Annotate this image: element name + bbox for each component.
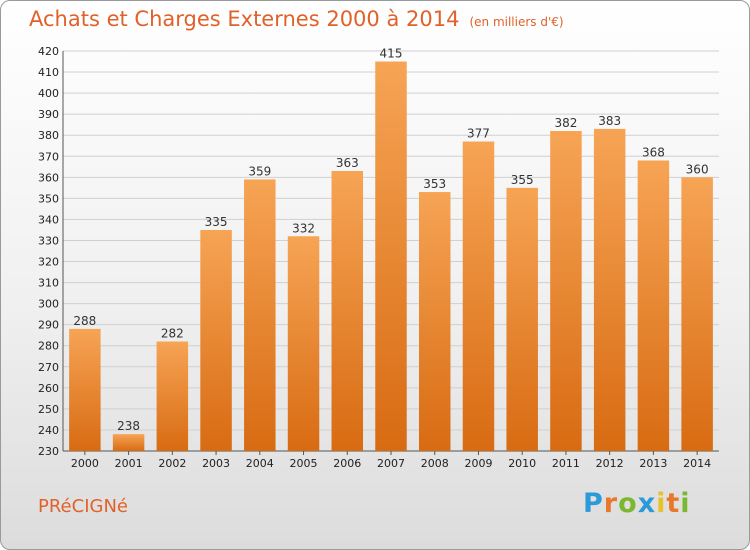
- y-tick-label: 330: [38, 234, 59, 247]
- x-tick-label: 2003: [202, 457, 230, 470]
- value-label-2002: 282: [161, 327, 184, 341]
- x-tick-label: 2009: [464, 457, 492, 470]
- bar-2014: [681, 177, 713, 451]
- value-label-2000: 288: [73, 314, 96, 328]
- x-tick-label: 2008: [421, 457, 449, 470]
- value-label-2007: 415: [380, 47, 403, 61]
- x-tick-label: 2012: [596, 457, 624, 470]
- y-tick-label: 350: [38, 192, 59, 205]
- y-tick-labels: 230 240 250 260 270 280 290 300 310 320 330 340 350 3…: [38, 45, 59, 458]
- x-tick-label: 2000: [71, 457, 99, 470]
- bar-2002: [156, 341, 189, 451]
- bar-2006: [331, 171, 364, 451]
- value-label-2004: 359: [248, 164, 271, 178]
- y-tick-label: 400: [38, 87, 59, 100]
- y-tick-label: 380: [38, 129, 59, 142]
- value-label-2008: 353: [423, 177, 446, 191]
- y-tick-label: 280: [38, 340, 59, 353]
- bar-2009: [462, 141, 495, 452]
- y-tick-label: 320: [38, 256, 59, 269]
- value-label-2003: 335: [205, 215, 228, 229]
- y-tick-label: 360: [38, 171, 59, 184]
- value-label-2014: 360: [686, 162, 709, 176]
- bar-2003: [200, 229, 232, 451]
- value-label-2010: 355: [511, 173, 534, 187]
- bar-2001: [112, 434, 145, 451]
- value-label-2005: 332: [292, 221, 315, 235]
- y-tick-label: 340: [38, 213, 59, 226]
- y-tick-label: 390: [38, 108, 59, 121]
- chart-unit: (en milliers d'€): [469, 15, 564, 29]
- x-tick-labels: 2000 2001 2002 2003 2004 2005 2006 2007 2008 2009…: [71, 457, 711, 470]
- y-tick-label: 270: [38, 361, 59, 374]
- commune-name: PRéCIGNé: [38, 496, 128, 517]
- bars: [69, 61, 713, 452]
- chart-title: Achats et Charges Externes 2000 à 2014 (e…: [29, 7, 564, 31]
- value-label-2013: 368: [642, 145, 665, 159]
- proxiti-logo: Proxiti: [583, 488, 691, 519]
- y-tick-label: 230: [38, 445, 59, 458]
- bar-2007: [375, 61, 407, 452]
- value-label-2009: 377: [467, 127, 490, 141]
- x-tick-label: 2013: [639, 457, 667, 470]
- bar-2008: [418, 192, 451, 452]
- y-tick-label: 310: [38, 277, 59, 290]
- logo-letter: t: [666, 488, 681, 519]
- logo-letter: P: [583, 488, 604, 519]
- y-tick-label: 370: [38, 150, 59, 163]
- x-tick-label: 2010: [508, 457, 536, 470]
- x-tick-label: 2014: [683, 457, 711, 470]
- y-tick-label: 290: [38, 319, 59, 332]
- y-tick-label: 240: [38, 424, 59, 437]
- bar-2004: [244, 179, 276, 451]
- logo-letter: r: [603, 488, 619, 519]
- logo-letter: i: [680, 488, 691, 519]
- bar-2011: [550, 131, 582, 451]
- bar-2012: [593, 128, 626, 451]
- bar-2000: [69, 328, 101, 451]
- logo-letter: x: [637, 488, 657, 519]
- y-tick-label: 300: [38, 298, 59, 311]
- x-tick-label: 2007: [377, 457, 405, 470]
- bar-2010: [506, 187, 538, 451]
- x-tick-label: 2002: [158, 457, 186, 470]
- y-tick-label: 260: [38, 382, 59, 395]
- y-tick-label: 410: [38, 66, 59, 79]
- value-label-2011: 382: [554, 116, 577, 130]
- x-tick-label: 2001: [115, 457, 143, 470]
- x-tick-label: 2005: [290, 457, 318, 470]
- value-labels: 288 238 282 335 359 332 363 415 353 377 355 382 383 3…: [73, 47, 708, 434]
- chart-title-text: Achats et Charges Externes 2000 à 2014: [29, 7, 460, 31]
- x-tick-label: 2004: [246, 457, 274, 470]
- value-label-2006: 363: [336, 156, 359, 170]
- y-tick-label: 250: [38, 403, 59, 416]
- x-tick-label: 2011: [552, 457, 580, 470]
- bar-2013: [637, 160, 670, 451]
- value-label-2012: 383: [598, 114, 621, 128]
- logo-letter: i: [656, 488, 667, 519]
- y-tick-label: 420: [38, 45, 59, 58]
- x-tick-label: 2006: [333, 457, 361, 470]
- value-label-2001: 238: [117, 419, 140, 433]
- logo-letter: o: [618, 488, 638, 519]
- bar-2005: [287, 236, 320, 451]
